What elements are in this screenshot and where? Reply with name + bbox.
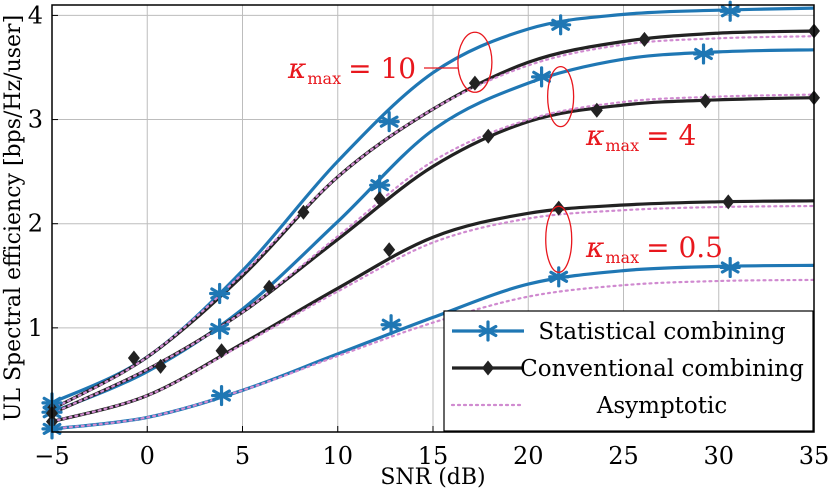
- diamond-marker: [552, 200, 565, 216]
- series-line: [50, 204, 816, 423]
- series-line: [50, 35, 816, 411]
- star-marker: [548, 266, 570, 288]
- x-tick-label: 25: [608, 442, 639, 470]
- y-tick-label: 2: [28, 210, 43, 238]
- annotation-ellipse: [545, 205, 573, 273]
- legend-star-icon: [477, 320, 499, 342]
- x-tick-label: 30: [703, 442, 734, 470]
- diamond-marker: [383, 242, 396, 258]
- star-marker: [210, 384, 233, 407]
- x-tick-label: 20: [513, 442, 544, 470]
- annotation-label: κmax = 4: [585, 119, 696, 155]
- diamond-marker: [154, 358, 167, 374]
- legend-label: Asymptotic: [596, 393, 728, 419]
- y-tick-label: 1: [28, 314, 43, 342]
- annotation-label: κmax = 10: [287, 52, 416, 88]
- diamond-marker: [297, 204, 310, 220]
- star-marker: [530, 66, 553, 88]
- legend-diamond-icon: [482, 360, 494, 376]
- y-axis-title: UL Spectral efficiency [bps/Hz/user]: [1, 15, 26, 421]
- star-marker: [550, 14, 572, 36]
- legend-label: Statistical combining: [538, 319, 786, 345]
- diamond-marker: [699, 93, 712, 109]
- star-marker: [692, 43, 715, 65]
- star-marker: [369, 174, 391, 196]
- diamond-marker: [373, 191, 386, 207]
- diamond-marker: [468, 75, 481, 91]
- annotation-label: κmax = 0.5: [585, 231, 723, 267]
- annotation-ellipse: [546, 65, 575, 128]
- diamond-marker: [638, 31, 651, 47]
- star-marker: [378, 111, 400, 133]
- x-tick-label: 10: [322, 442, 353, 470]
- x-tick-label: 5: [235, 442, 250, 470]
- star-marker: [209, 318, 231, 340]
- x-tick-label: 35: [799, 442, 830, 470]
- star-marker: [380, 314, 402, 336]
- annotation-layer: κmax = 10 κmax = 4 κmax = 0.5: [287, 31, 723, 273]
- star-marker: [209, 282, 231, 305]
- y-tick-label: 3: [28, 106, 43, 134]
- diamond-marker: [215, 343, 228, 359]
- series-line: [50, 93, 816, 415]
- series-line: [50, 278, 816, 430]
- legend: Statistical combining Conventional combin…: [443, 310, 814, 432]
- legend-label: Conventional combining: [520, 356, 804, 382]
- diamond-marker: [590, 102, 603, 118]
- diamond-marker: [263, 279, 276, 295]
- series-layer: [50, 6, 816, 431]
- star-marker: [719, 256, 741, 279]
- y-tick-label: 4: [28, 1, 43, 29]
- diamond-marker: [127, 350, 140, 366]
- series-line: [51, 263, 815, 431]
- diamond-marker: [482, 128, 495, 144]
- x-tick-label: −5: [34, 442, 69, 470]
- annotation-ellipse: [457, 31, 493, 93]
- x-tick-label: 15: [418, 442, 449, 470]
- diamond-marker: [722, 194, 735, 210]
- x-axis-title: SNR (dB): [380, 465, 485, 490]
- x-tick-label: 0: [140, 442, 155, 470]
